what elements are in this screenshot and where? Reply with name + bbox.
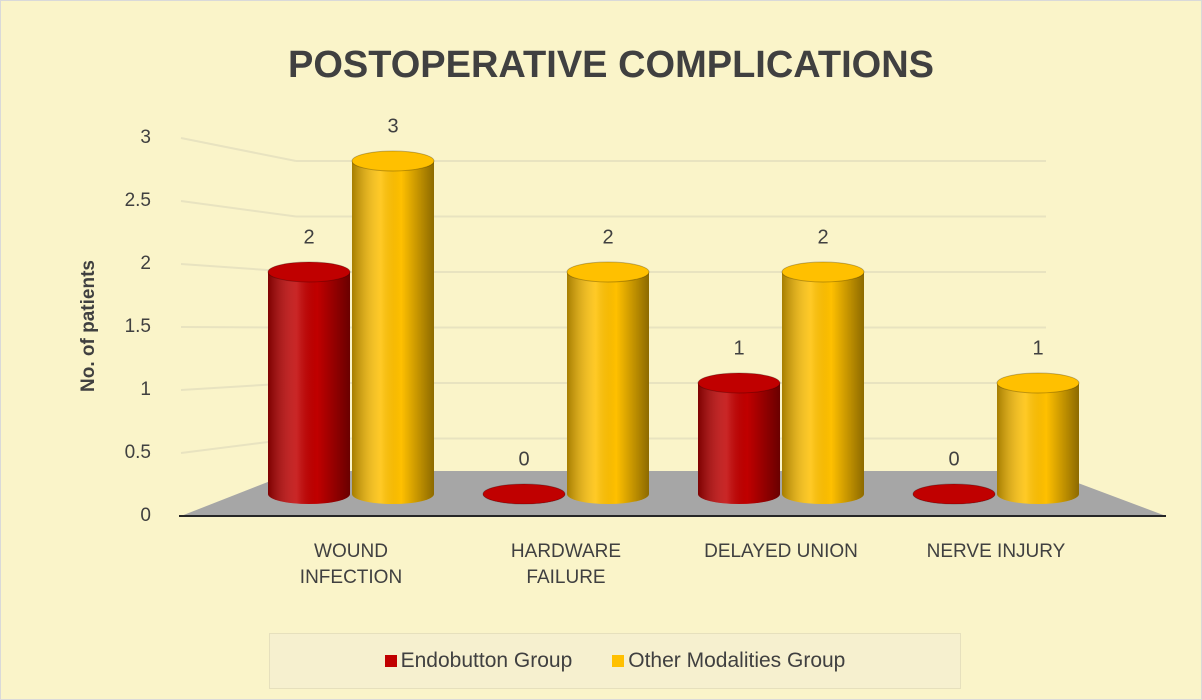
- grid-line: [180, 137, 297, 162]
- bar-top: [996, 372, 1080, 394]
- bar-shade: [268, 272, 350, 504]
- x-tick-label: DELAYED UNION: [704, 541, 858, 562]
- x-tick-label: HARDWARE FAILURE: [510, 541, 622, 588]
- data-label: 1: [1032, 337, 1043, 359]
- y-tick-label: 0: [140, 505, 151, 526]
- y-axis-label: No. of patients: [78, 260, 99, 392]
- bar-shade: [352, 161, 434, 504]
- data-label: 1: [733, 337, 744, 359]
- legend-item: Endobutton Group: [384, 649, 573, 673]
- y-tick-label: 2.5: [125, 190, 151, 211]
- data-label: 2: [817, 226, 828, 248]
- data-label: 0: [518, 448, 529, 470]
- chart-title: POSTOPERATIVE COMPLICATIONS: [288, 44, 934, 86]
- y-tick-label: 1: [140, 379, 151, 400]
- bar-shade: [997, 383, 1079, 504]
- bar-top: [482, 483, 566, 505]
- bar-top: [566, 261, 650, 283]
- data-label: 3: [387, 115, 398, 137]
- legend-label: Endobutton Group: [400, 649, 573, 672]
- bar-top: [912, 483, 996, 505]
- bar-top: [267, 261, 351, 283]
- x-tick-label: WOUND INFECTION: [299, 541, 403, 588]
- legend: Endobutton Group Other Modalities Group: [269, 633, 961, 689]
- bar-top: [781, 261, 865, 283]
- bar-top: [697, 372, 781, 394]
- y-tick-label: 2: [140, 253, 151, 274]
- data-label: 2: [602, 226, 613, 248]
- bar-shade: [782, 272, 864, 504]
- bar-top: [351, 150, 435, 172]
- data-label: 0: [948, 448, 959, 470]
- x-tick-label: NERVE INJURY: [926, 541, 1066, 562]
- bar-shade: [698, 383, 780, 504]
- legend-swatch: [384, 655, 397, 667]
- legend-swatch: [612, 655, 625, 667]
- grid-line: [180, 200, 297, 218]
- legend-item: Other Modalities Group: [612, 649, 845, 673]
- y-tick-label: 1.5: [125, 316, 151, 337]
- data-label: 2: [303, 226, 314, 248]
- y-tick-label: 3: [140, 127, 151, 148]
- legend-label: Other Modalities Group: [628, 649, 846, 672]
- bar-shade: [567, 272, 649, 504]
- y-tick-label: 0.5: [125, 442, 151, 463]
